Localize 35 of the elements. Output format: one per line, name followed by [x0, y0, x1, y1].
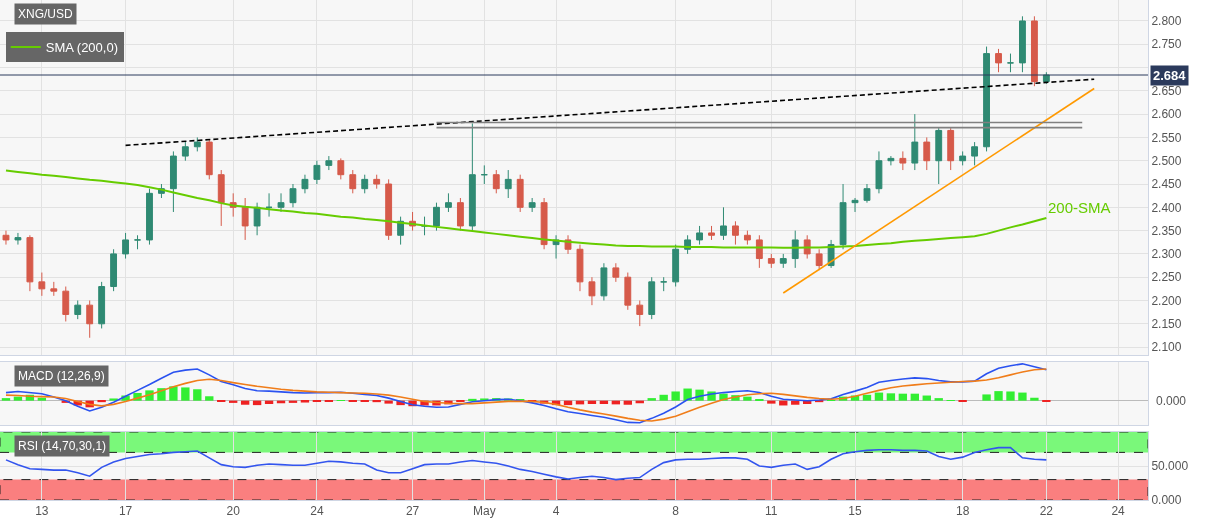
x-tick-label: 11 — [765, 504, 778, 519]
text: MACD (12,26,9) — [18, 369, 105, 383]
x-tick-label: 8 — [672, 504, 680, 519]
y-tick-label: 2.450 — [1151, 177, 1182, 192]
x-tick-label: 22 — [1039, 504, 1054, 519]
y-tick-label: 2.150 — [1151, 316, 1182, 331]
x-tick-label: 24 — [1111, 504, 1126, 519]
y-tick-label: 2.200 — [1151, 293, 1182, 308]
y-tick-label: 2.250 — [1151, 270, 1182, 285]
x-tick-label: 18 — [955, 504, 970, 519]
y-tick-label: 2.650 — [1151, 84, 1182, 99]
x-tick-label: 13 — [35, 504, 49, 519]
y-tick-label: 2.750 — [1151, 37, 1182, 52]
x-tick-label: 15 — [848, 504, 863, 519]
x-tick-label: 27 — [405, 504, 420, 519]
legend-label: SMA (200,0) — [45, 40, 119, 56]
ref-line-label: 2.684 — [1153, 68, 1187, 83]
x-tick-label: 17 — [118, 504, 133, 519]
y-tick-label: 2.100 — [1151, 340, 1182, 355]
y-tick-label: 2.600 — [1151, 107, 1182, 122]
y-tick-label: 0.000 — [1151, 493, 1182, 508]
text: RSI (14,70,30,1) — [18, 439, 107, 453]
x-tick-label: May — [472, 504, 496, 519]
y-tick-label: 2.500 — [1151, 153, 1182, 168]
x-tick-label: 4 — [552, 504, 560, 519]
text: XNG/USD — [18, 7, 74, 21]
y-tick-label: 2.400 — [1151, 200, 1182, 215]
y-tick-label: 2.550 — [1151, 130, 1182, 145]
y-tick-label: 2.800 — [1151, 14, 1182, 29]
y-tick-label: 50.000 — [1151, 459, 1189, 474]
y-tick-label: 2.350 — [1151, 223, 1182, 238]
y-tick-label: 2.300 — [1151, 247, 1182, 262]
x-tick-label: 20 — [226, 504, 241, 519]
annotation: 200-SMA — [1048, 199, 1111, 216]
x-tick-label: 24 — [310, 504, 324, 519]
